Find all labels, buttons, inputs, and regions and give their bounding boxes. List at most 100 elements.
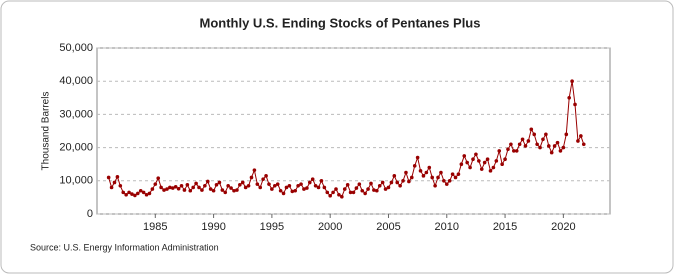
point <box>345 182 350 187</box>
point <box>340 194 344 199</box>
point <box>153 182 158 186</box>
point <box>287 183 292 188</box>
point <box>106 175 111 180</box>
point <box>267 182 271 186</box>
point <box>273 183 277 188</box>
point <box>322 185 327 190</box>
point <box>307 180 312 185</box>
point <box>290 189 295 194</box>
point <box>191 185 195 190</box>
point <box>360 188 365 193</box>
point <box>494 159 499 163</box>
point <box>258 185 263 190</box>
point <box>243 185 248 190</box>
point <box>427 165 432 170</box>
point <box>573 102 577 107</box>
point <box>305 186 309 190</box>
point <box>479 167 484 171</box>
point <box>214 182 219 187</box>
point <box>555 140 560 145</box>
point <box>517 142 522 147</box>
point <box>270 187 274 191</box>
point <box>552 144 557 148</box>
point <box>386 185 391 190</box>
x-tick-label: 2020 <box>551 221 575 233</box>
point <box>380 180 385 185</box>
point <box>392 174 397 178</box>
point <box>162 188 166 192</box>
point <box>316 185 321 190</box>
point <box>296 183 300 188</box>
point <box>462 154 467 158</box>
point <box>456 172 461 176</box>
point <box>255 182 260 186</box>
y-tick-label: 40,000 <box>59 75 93 87</box>
point <box>412 164 417 168</box>
point <box>544 132 548 137</box>
point <box>404 170 408 175</box>
point <box>348 190 353 195</box>
point <box>433 183 437 188</box>
point <box>302 187 306 191</box>
point <box>526 139 531 143</box>
point <box>246 183 251 188</box>
point <box>474 152 478 157</box>
point <box>173 184 178 189</box>
point <box>310 177 315 181</box>
plot-area <box>96 47 611 215</box>
point <box>226 183 230 188</box>
point <box>549 150 554 155</box>
y-tick-label: 10,000 <box>59 175 93 187</box>
y-axis-label: Thousand Barrels <box>41 92 52 171</box>
frame <box>0 0 674 274</box>
point <box>182 188 187 192</box>
point <box>377 183 382 188</box>
point <box>450 172 455 176</box>
x-tick-label: 1995 <box>260 221 284 233</box>
point <box>150 187 155 191</box>
point <box>415 155 420 160</box>
point <box>424 170 429 175</box>
x-tick-label: 2000 <box>318 221 342 233</box>
point <box>439 170 443 175</box>
point <box>109 185 114 190</box>
point <box>147 191 152 196</box>
point <box>369 181 373 186</box>
point <box>465 160 469 165</box>
point <box>444 182 449 186</box>
point <box>375 188 379 193</box>
point <box>535 142 539 147</box>
point <box>118 183 123 188</box>
x-tick-label: 1990 <box>201 221 225 233</box>
point <box>249 175 254 180</box>
point <box>115 175 120 179</box>
point <box>514 149 519 153</box>
point <box>567 96 571 100</box>
point <box>168 185 172 190</box>
point <box>240 180 245 185</box>
point <box>558 149 563 153</box>
point <box>203 183 207 188</box>
point <box>401 179 405 183</box>
point <box>395 180 400 185</box>
point <box>133 193 137 198</box>
point <box>363 191 367 196</box>
point <box>205 179 210 184</box>
point <box>136 191 140 196</box>
point <box>188 188 193 193</box>
point <box>482 160 487 165</box>
point <box>208 187 213 191</box>
point <box>383 187 388 191</box>
point <box>342 187 347 191</box>
point <box>500 162 504 166</box>
point <box>185 182 190 187</box>
y-tick-label: 0 <box>87 208 93 220</box>
point <box>471 157 475 162</box>
point <box>506 147 510 152</box>
point <box>497 149 502 153</box>
point <box>229 186 233 190</box>
point <box>325 190 330 195</box>
point <box>372 188 376 192</box>
point <box>284 185 289 190</box>
